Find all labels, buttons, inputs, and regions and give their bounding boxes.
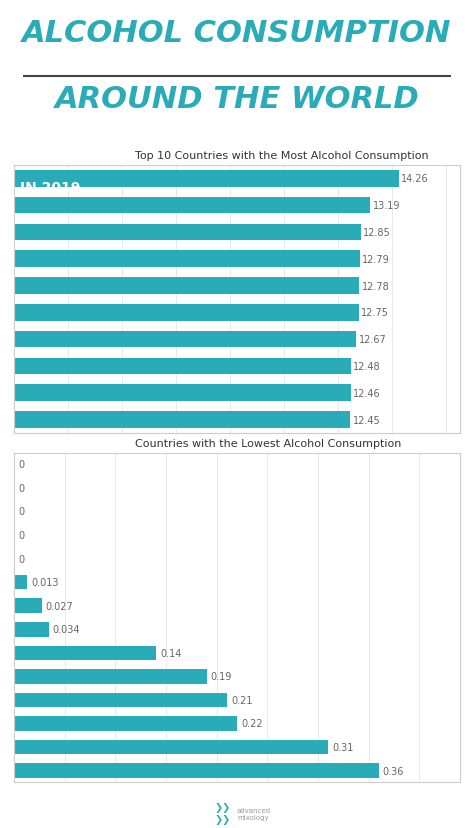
Text: 0: 0 bbox=[18, 484, 24, 493]
Bar bbox=[14, 763, 379, 778]
Text: 12.46: 12.46 bbox=[353, 388, 381, 398]
Text: 14.26: 14.26 bbox=[401, 174, 429, 184]
Bar bbox=[14, 716, 237, 731]
Text: 0: 0 bbox=[18, 531, 24, 541]
Text: 12.85: 12.85 bbox=[364, 228, 391, 238]
Bar bbox=[14, 331, 356, 348]
Bar bbox=[14, 622, 49, 637]
Text: 0.034: 0.034 bbox=[53, 624, 80, 634]
Bar bbox=[14, 224, 361, 241]
Text: 0.19: 0.19 bbox=[210, 672, 232, 681]
Text: 12.48: 12.48 bbox=[354, 362, 381, 372]
Text: 12.45: 12.45 bbox=[353, 415, 380, 425]
Text: 0: 0 bbox=[18, 554, 24, 564]
Bar bbox=[14, 599, 42, 614]
Text: Countries with the Lowest Alcohol Consumption: Countries with the Lowest Alcohol Consum… bbox=[135, 438, 401, 448]
Text: Top 10 Countries with the Most Alcohol Consumption: Top 10 Countries with the Most Alcohol C… bbox=[135, 151, 428, 161]
Text: ❯❯
❯❯: ❯❯ ❯❯ bbox=[215, 802, 231, 824]
Text: advanced
mixology: advanced mixology bbox=[237, 806, 271, 820]
Text: 0.027: 0.027 bbox=[46, 601, 73, 611]
Text: 0: 0 bbox=[18, 507, 24, 517]
Text: 12.79: 12.79 bbox=[362, 254, 390, 264]
Text: 13.19: 13.19 bbox=[373, 201, 400, 211]
Bar bbox=[14, 412, 350, 428]
Text: 0.31: 0.31 bbox=[332, 742, 354, 752]
Bar bbox=[14, 646, 156, 660]
Text: 12.75: 12.75 bbox=[361, 308, 389, 318]
Bar bbox=[14, 251, 360, 267]
Text: 0.36: 0.36 bbox=[383, 766, 404, 776]
Text: AROUND THE WORLD: AROUND THE WORLD bbox=[55, 84, 419, 113]
Text: 0.14: 0.14 bbox=[160, 648, 182, 658]
Bar bbox=[14, 693, 227, 707]
Text: 12.67: 12.67 bbox=[358, 335, 386, 344]
Text: IN 2019: IN 2019 bbox=[19, 181, 80, 195]
Bar bbox=[14, 740, 328, 754]
Text: 0.22: 0.22 bbox=[241, 719, 263, 729]
Text: 0.013: 0.013 bbox=[31, 577, 59, 587]
Text: ALCOHOL CONSUMPTION: ALCOHOL CONSUMPTION bbox=[22, 19, 452, 48]
Bar bbox=[14, 278, 359, 295]
Text: 0: 0 bbox=[18, 460, 24, 469]
Bar bbox=[14, 305, 358, 321]
Bar bbox=[14, 198, 370, 214]
Bar bbox=[14, 669, 207, 684]
Text: 12.78: 12.78 bbox=[362, 282, 389, 291]
Bar bbox=[14, 385, 351, 402]
Bar bbox=[14, 171, 399, 187]
Bar bbox=[14, 575, 27, 590]
Text: 0.21: 0.21 bbox=[231, 695, 253, 705]
Bar bbox=[14, 359, 351, 375]
